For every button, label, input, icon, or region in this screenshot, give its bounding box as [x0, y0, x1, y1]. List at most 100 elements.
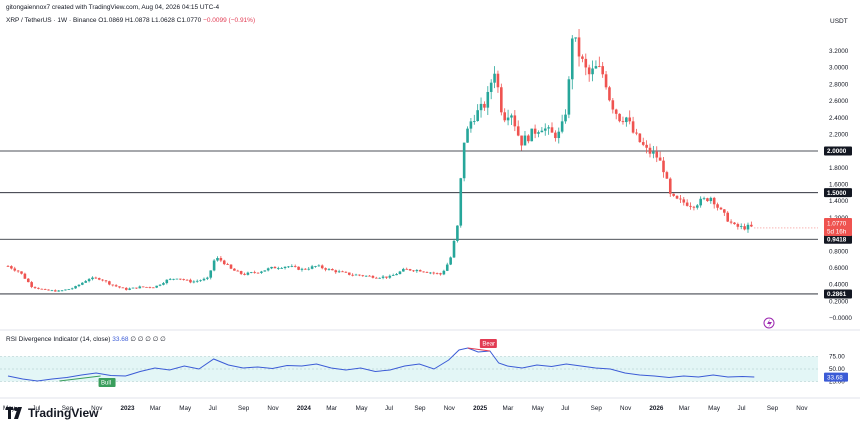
bear-divergence-line	[467, 347, 490, 352]
candle	[172, 278, 175, 280]
rsi-value: 33.68	[112, 336, 129, 343]
rsi-legend[interactable]: RSI Divergence Indicator (14, close) 33.…	[6, 335, 166, 343]
candle	[320, 265, 324, 269]
candle	[672, 193, 675, 196]
price-tick-label: 2.4000	[829, 115, 849, 122]
candle	[297, 266, 300, 270]
candle	[74, 286, 77, 289]
candle	[77, 284, 81, 287]
bull-label: Bull	[101, 381, 111, 387]
candle	[375, 277, 378, 279]
candle	[195, 280, 199, 282]
currency-label[interactable]: USDT	[830, 18, 848, 25]
candle	[631, 121, 635, 133]
candle	[141, 286, 145, 288]
price-tick-label: −0.0000	[829, 315, 852, 322]
candle	[108, 281, 111, 285]
candle	[94, 277, 98, 279]
candle	[341, 271, 344, 273]
candle	[168, 278, 172, 280]
candle	[682, 199, 686, 203]
candle	[287, 266, 290, 268]
candle	[37, 287, 40, 289]
candle	[398, 271, 402, 275]
candle	[679, 198, 682, 200]
candle	[283, 266, 287, 269]
candle	[655, 151, 659, 158]
candle	[712, 197, 716, 205]
candle	[246, 272, 250, 275]
last-price-countdown: 5d 16h	[827, 228, 847, 235]
candle	[621, 121, 625, 123]
time-tick-label: Sep	[767, 405, 779, 412]
candle	[506, 117, 510, 121]
candle	[385, 276, 388, 278]
candle	[611, 100, 615, 110]
candle	[162, 283, 165, 285]
candle	[33, 286, 37, 288]
candle	[614, 109, 618, 114]
candle	[608, 87, 611, 101]
candle	[452, 240, 456, 258]
candle	[202, 278, 206, 281]
candle	[662, 160, 665, 173]
candle	[293, 266, 297, 267]
time-tick-label: Sep	[414, 405, 426, 412]
candle	[716, 204, 719, 208]
time-tick-label: Nov	[796, 405, 808, 412]
time-tick-label: 2026	[649, 405, 664, 412]
symbol-name[interactable]: XRP / TetherUS · 1W · Binance	[6, 17, 97, 24]
last-price-label: 1.0770	[827, 220, 847, 227]
candle	[138, 286, 142, 289]
candle	[310, 266, 314, 269]
candle	[668, 178, 672, 194]
price-tick-label: 3.0000	[829, 65, 849, 72]
candle	[334, 270, 338, 273]
candle	[574, 37, 577, 39]
candle	[260, 271, 263, 273]
candle	[368, 275, 371, 277]
candle	[476, 110, 479, 122]
candle	[381, 276, 385, 278]
candle	[216, 258, 219, 261]
time-tick-label: May	[356, 405, 369, 412]
tradingview-logo[interactable]: TradingView	[6, 406, 98, 420]
candle	[425, 271, 429, 273]
candle	[489, 82, 493, 92]
price-tick-label: 0.8000	[829, 248, 849, 255]
candle	[40, 288, 44, 290]
candle	[270, 266, 273, 269]
candle	[104, 280, 108, 282]
candle	[179, 278, 182, 280]
candle	[236, 270, 240, 272]
rsi-title[interactable]: RSI Divergence Indicator (14, close)	[6, 336, 111, 343]
candle	[101, 279, 104, 281]
candle	[30, 282, 33, 287]
candle	[557, 131, 561, 139]
price-tick-label: 0.2000	[829, 298, 849, 305]
candle	[591, 68, 594, 75]
candle	[719, 207, 723, 210]
candle	[435, 273, 439, 274]
candle	[300, 268, 304, 270]
symbol-legend[interactable]: XRP / TetherUS · 1W · Binance O1.0869 H1…	[6, 17, 255, 24]
last-price-box	[824, 217, 852, 236]
candle	[533, 128, 537, 134]
candle	[307, 268, 311, 270]
candle	[158, 284, 162, 286]
candle	[641, 142, 645, 145]
price-tick-label: 2.8000	[829, 81, 849, 88]
bear-label-box	[479, 339, 497, 348]
rsi-current-box	[824, 372, 848, 382]
candle	[253, 272, 256, 274]
bull-label-box	[98, 378, 116, 387]
candle	[47, 289, 50, 291]
level-label: 1.5000	[827, 190, 847, 197]
candle	[459, 178, 463, 226]
price-tick-label: 1.6000	[829, 182, 849, 189]
candle	[124, 287, 128, 290]
candle	[726, 212, 730, 222]
candle	[277, 268, 280, 269]
candle	[239, 271, 243, 274]
